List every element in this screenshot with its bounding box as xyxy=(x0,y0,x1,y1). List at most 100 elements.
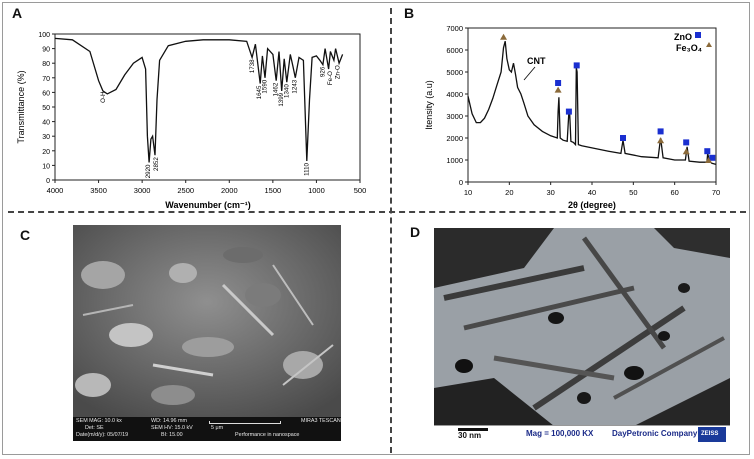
ftir-ytick-label: 60 xyxy=(42,90,50,97)
sem-scale-label: 5 μm xyxy=(211,425,224,431)
ftir-peak-label: 1399 xyxy=(278,92,285,106)
sem-mag: SEM MAG: 10.0 kx xyxy=(76,418,122,424)
tem-mag: Mag = 100,000 KX xyxy=(526,429,594,438)
ftir-xtick-label: 1500 xyxy=(265,186,282,195)
xrd-ytick-label: 5000 xyxy=(446,68,463,77)
ftir-plot-area xyxy=(54,33,361,181)
panel-label-a: A xyxy=(12,5,23,21)
ftir-xtick-label: 2000 xyxy=(221,186,238,195)
panel-label-b: B xyxy=(404,5,415,21)
ftir-ytick-label: 70 xyxy=(42,76,50,83)
zeiss-logo: ZEISS xyxy=(698,427,726,442)
ftir-ytick-label: 20 xyxy=(42,149,50,156)
ftir-peak-label: 1462 xyxy=(273,82,280,96)
ftir-peak-label: 1738 xyxy=(249,59,256,73)
sem-bi: BI: 15.00 xyxy=(161,432,183,438)
ftir-ytick-label: 100 xyxy=(38,32,50,39)
tem-company: DayPetronic Company xyxy=(612,429,698,438)
ftir-peak-label: O-H xyxy=(100,92,107,103)
ftir-peak-label: 2920 xyxy=(145,164,152,178)
ftir-ytick-label: 0 xyxy=(46,178,50,185)
xrd-zno-marker xyxy=(555,80,562,86)
xrd-zno-marker xyxy=(620,135,626,141)
xrd-ytick-label: 7000 xyxy=(446,24,463,33)
ftir-ytick-label: 50 xyxy=(42,105,50,112)
sem-date: Date(m/d/y): 05/07/19 xyxy=(76,432,129,438)
sem-tagline: Performance in nanospace xyxy=(235,432,300,438)
xrd-xtick-label: 20 xyxy=(505,188,513,197)
ftir-xtick-label: 3000 xyxy=(134,186,151,195)
xrd-cnt-pointer xyxy=(523,66,536,81)
ftir-peak-label: 1243 xyxy=(292,79,299,93)
ftir-peak-label: 926 xyxy=(320,66,327,77)
xrd-xtick-label: 40 xyxy=(588,188,596,197)
sem-scale-bar xyxy=(209,421,281,424)
xrd-ylabel: Itensity (a.u) xyxy=(424,80,434,130)
xrd-cnt-label: CNT xyxy=(527,56,546,66)
sem-micrograph: SEM MAG: 10.0 kx WD: 14.96 mm MIRA3 TESC… xyxy=(73,225,341,441)
xrd-ytick-label: 4000 xyxy=(446,90,463,99)
sem-info-bar: SEM MAG: 10.0 kx WD: 14.96 mm MIRA3 TESC… xyxy=(73,417,341,441)
figure-frame xyxy=(2,2,750,455)
horizontal-divider xyxy=(8,211,746,213)
ftir-peak-label: 1645 xyxy=(256,85,263,99)
ftir-xtick-label: 4000 xyxy=(47,186,64,195)
sem-texture xyxy=(73,225,341,417)
tem-micrograph: 30 nm Mag = 100,000 KX DayPetronic Compa… xyxy=(434,228,730,444)
ftir-xtick-label: 500 xyxy=(354,186,367,195)
xrd-ytick-label: 6000 xyxy=(446,46,463,55)
ftir-peak-label: Fe-O xyxy=(327,71,334,85)
xrd-ytick-label: 3000 xyxy=(446,112,463,121)
zeiss-logo-text: ZEISS xyxy=(701,431,719,437)
ftir-ylabel: Transmittance (%) xyxy=(16,70,26,143)
ftir-xlabel: Wavenumber (cm⁻¹) xyxy=(165,200,250,210)
ftir-peak-label: 1110 xyxy=(303,162,310,175)
tem-scale-bar xyxy=(458,428,488,431)
tem-scale-label: 30 nm xyxy=(458,431,482,440)
xrd-fe3o4-marker xyxy=(705,157,713,163)
xrd-xlabel: 2θ (degree) xyxy=(568,200,616,210)
xrd-zno-marker xyxy=(704,148,711,155)
ftir-xtick-label: 3500 xyxy=(90,186,107,195)
ftir-spectrum-line xyxy=(54,37,344,163)
vertical-divider xyxy=(390,8,392,453)
ftir-peak-label: 2852 xyxy=(153,157,160,171)
ftir-ytick-label: 10 xyxy=(42,163,50,170)
ftir-peak-label: Zn-O xyxy=(334,65,341,79)
xrd-zno-marker xyxy=(565,108,572,115)
tem-texture xyxy=(434,228,730,426)
xrd-ytick-label: 0 xyxy=(459,178,463,187)
xrd-xtick-label: 30 xyxy=(546,188,554,197)
xrd-fe3o4-marker xyxy=(657,137,665,144)
ftir-xtick-label: 2500 xyxy=(177,186,194,195)
panel-label-c: C xyxy=(20,227,31,243)
tem-info-bar: 30 nm Mag = 100,000 KX DayPetronic Compa… xyxy=(434,425,730,444)
ftir-ytick-label: 90 xyxy=(42,47,50,54)
xrd-fe3o4-marker xyxy=(500,33,508,40)
xrd-legend-fe3o4: Fe₃O₄ xyxy=(676,43,702,53)
xrd-legend-zno-marker xyxy=(695,32,701,38)
ftir-peak-label: 1340 xyxy=(283,84,290,98)
xrd-ytick-label: 2000 xyxy=(446,134,463,143)
ftir-ytick-label: 30 xyxy=(42,134,50,141)
ftir-ytick-label: 80 xyxy=(42,61,50,68)
ftir-ytick-label: 40 xyxy=(42,120,50,127)
xrd-xtick-label: 50 xyxy=(629,188,637,197)
xrd-legend-zno: ZnO xyxy=(674,32,692,42)
xrd-xtick-label: 10 xyxy=(464,188,472,197)
ftir-peak-label: 1590 xyxy=(262,79,269,93)
xrd-ytick-label: 1000 xyxy=(446,156,463,165)
xrd-chart: 0 1000 2000 3000 4000 5000 6000 7000 10 20 30 40 50… xyxy=(424,24,720,210)
ftir-chart: 0 10 20 30 40 50 60 70 80 90 100 4000 3500 3000 2500 2… xyxy=(16,32,367,210)
xrd-zno-marker xyxy=(657,128,664,135)
xrd-legend-fe3o4-marker xyxy=(706,42,712,47)
xrd-xtick-label: 60 xyxy=(670,188,678,197)
xrd-zno-marker xyxy=(573,62,580,69)
sem-hv: SEM HV: 15.0 kV xyxy=(151,425,193,431)
panel-label-d: D xyxy=(410,224,421,240)
xrd-pattern-line xyxy=(467,41,717,166)
sem-wd: WD: 14.96 mm xyxy=(151,418,187,424)
xrd-zno-marker xyxy=(709,154,716,161)
ftir-xtick-label: 1000 xyxy=(308,186,325,195)
xrd-fe3o4-marker xyxy=(682,148,690,155)
